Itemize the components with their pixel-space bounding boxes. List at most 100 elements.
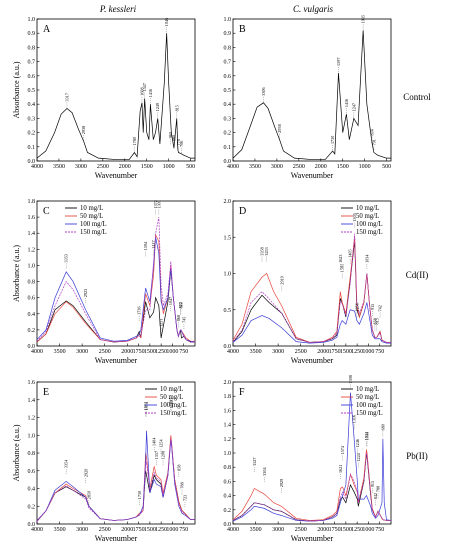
x-tick-label: 1750 <box>133 527 145 533</box>
series-line <box>36 233 195 343</box>
peak-label: 1034 <box>364 254 369 263</box>
peak-label: 2929 <box>279 479 284 487</box>
y-tick-label: 0.2 <box>224 508 232 514</box>
y-tick-label: 0.5 <box>224 88 232 94</box>
legend-item: 50 mg/L <box>356 213 379 220</box>
x-tick-label: 2000 <box>317 349 329 355</box>
x-tick-label: 750 <box>179 349 188 355</box>
peak-label: 1594 <box>143 241 148 250</box>
series-line <box>36 217 195 343</box>
x-tick-label: 1250 <box>155 349 167 355</box>
peak-label: 858 <box>176 465 181 471</box>
peak-label: 1254 <box>158 438 163 447</box>
peak-label: 2923 <box>83 289 88 297</box>
peak-label: 791 <box>371 139 376 145</box>
peak-label: 1357 <box>154 451 159 459</box>
peak-label: 1416 <box>344 99 349 107</box>
peak-label: 1224 <box>356 452 361 461</box>
x-tick-label: 3000 <box>75 164 87 170</box>
series-line <box>36 237 196 343</box>
y-tick-label: 0.0 <box>224 522 232 528</box>
column-title-c-vulgaris: C. vulgaris <box>293 4 334 14</box>
x-tick-label: 1250 <box>351 527 363 533</box>
x-tick-label: 3000 <box>76 527 88 533</box>
x-tick-label: 1500 <box>337 164 349 170</box>
y-tick-label: 1.8 <box>224 394 232 400</box>
series-line <box>232 237 391 343</box>
x-tick-label: 2500 <box>97 164 109 170</box>
peak-label: 1736 <box>137 306 142 314</box>
panel-letter: C <box>43 206 50 217</box>
peak-label: 1046 <box>164 18 169 26</box>
y-tick-label: 0.6 <box>224 479 232 485</box>
x-tick-label: 1000 <box>163 164 175 170</box>
peak-label: 1417 <box>151 240 156 248</box>
peak-label: 1251 <box>159 319 164 327</box>
peak-label: 2850 <box>86 491 91 499</box>
y-tick-label: 1.0 <box>224 272 232 278</box>
legend-item: 10 mg/L <box>356 386 379 393</box>
x-axis-title: Wavenumber <box>291 534 334 543</box>
y-tick-label: 0.4 <box>28 312 36 318</box>
series-line <box>232 302 391 344</box>
peak-label: 1044 <box>364 431 369 440</box>
x-tick-label: 1500 <box>141 164 153 170</box>
y-tick-label: 1.4 <box>28 398 36 404</box>
x-tick-label: 2000 <box>121 527 133 533</box>
x-tick-label: 1000 <box>359 164 371 170</box>
y-tick-label: 1.2 <box>28 416 36 422</box>
x-tick-label: 1750 <box>329 349 341 355</box>
legend-item: 100 mg/L <box>356 221 383 228</box>
panel-letter: D <box>239 206 246 217</box>
x-tick-label: 4000 <box>31 164 43 170</box>
y-tick-label: 0.3 <box>224 116 232 122</box>
y-tick-label: 1.5 <box>224 235 232 241</box>
peak-label: 3527 <box>252 458 257 466</box>
panel-a: 4000 3500 3000 2500 2000 1500 1000 500 0.0 0.1 0.2… <box>12 17 196 180</box>
legend-item: 100 mg/L <box>356 402 383 409</box>
peak-label: 1398 <box>348 375 353 383</box>
y-tick-label: 0.0 <box>28 344 36 350</box>
peak-label: 1405 <box>348 249 353 257</box>
legend-item: 10 mg/L <box>80 205 103 212</box>
x-tick-label: 1000 <box>362 527 374 533</box>
peak-label: 1416 <box>148 89 153 97</box>
y-tick-label: 0.0 <box>28 159 36 165</box>
x-tick-label: 3500 <box>250 527 262 533</box>
peak-label: 1301 <box>156 200 161 208</box>
legend-item: 50 mg/L <box>80 213 103 220</box>
x-tick-label: 2500 <box>99 527 111 533</box>
x-tick-label: 2000 <box>315 164 327 170</box>
x-tick-label: 1750 <box>133 349 145 355</box>
y-tick-label: 2.0 <box>224 199 232 205</box>
y-tick-label: 1.8 <box>28 199 36 205</box>
y-tick-label: 0.0 <box>224 159 232 165</box>
x-tick-label: 2000 <box>119 164 131 170</box>
peak-label: 3358 <box>259 247 264 255</box>
y-tick-label: 0.1 <box>224 145 232 151</box>
row-label-cd: Cd(II) <box>406 270 429 280</box>
peak-label: 3317 <box>64 93 69 101</box>
plot-frame <box>232 18 392 162</box>
series-line <box>36 269 195 343</box>
y-tick-label: 0.4 <box>224 494 232 500</box>
y-tick-label: 0.9 <box>224 31 232 37</box>
peak-label: 815 <box>374 318 379 324</box>
peak-label: 1621 <box>338 465 343 473</box>
y-tick-label: 0.8 <box>224 465 232 471</box>
peak-label: 1247 <box>351 103 356 111</box>
peak-label: 1256 <box>354 303 359 311</box>
y-tick-label: 0.0 <box>28 522 36 528</box>
y-axis-title: Absorbance (a.u.) <box>12 424 21 481</box>
legend-item: 50 mg/L <box>160 394 183 401</box>
y-tick-label: 0.9 <box>28 31 36 37</box>
peak-label: 3304 <box>262 467 267 476</box>
legend-item: 150 mg/L <box>80 229 107 236</box>
panel-letter: B <box>239 24 246 35</box>
peak-label: 915 <box>370 481 375 487</box>
y-tick-label: 0.6 <box>224 74 232 80</box>
peak-label: 1316 <box>352 415 357 423</box>
y-tick-label: 1.0 <box>28 433 36 439</box>
x-tick-label: 4000 <box>31 527 43 533</box>
